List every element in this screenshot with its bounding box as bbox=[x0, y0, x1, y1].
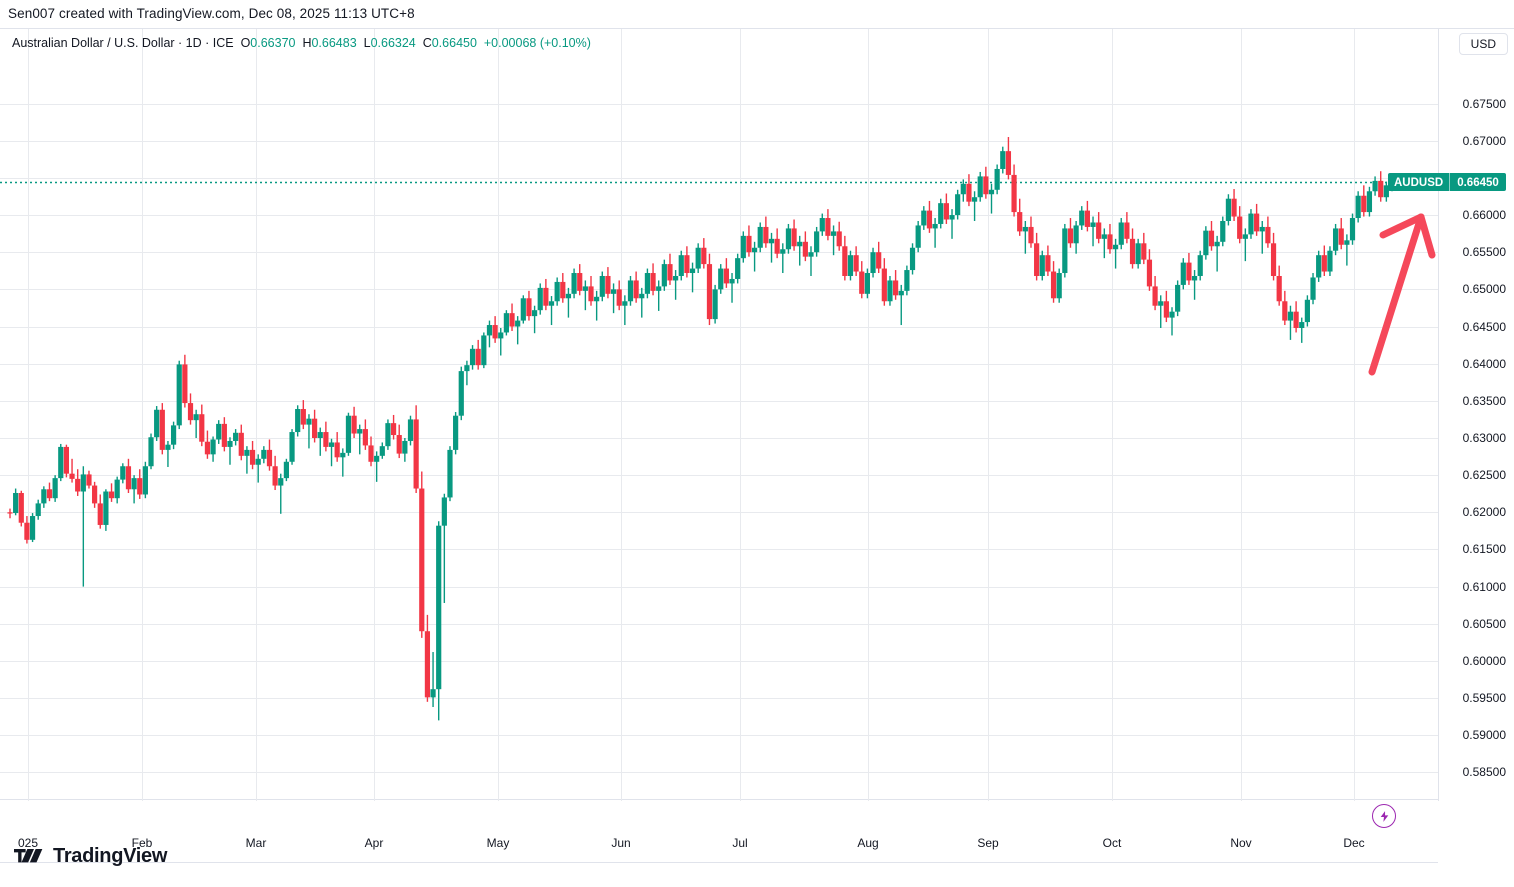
legend-gap-4 bbox=[477, 36, 484, 50]
legend-c-value: 0.66450 bbox=[431, 36, 477, 50]
price-tick: 0.67500 bbox=[1462, 96, 1506, 111]
price-tick: 0.63500 bbox=[1462, 393, 1506, 408]
price-tick: 0.64000 bbox=[1462, 356, 1506, 371]
time-tick: Nov bbox=[1230, 836, 1252, 850]
price-tick: 0.66000 bbox=[1462, 208, 1506, 223]
price-tick: 0.62500 bbox=[1462, 468, 1506, 483]
legend-h-label: H bbox=[302, 36, 312, 50]
price-tick: 0.65000 bbox=[1462, 282, 1506, 297]
attribution-text: Sen007 created with TradingView.com, Dec… bbox=[8, 6, 415, 21]
footer-branding: TradingView bbox=[14, 845, 167, 868]
price-scale[interactable]: USD 0.675000.670000.665000.660000.655000… bbox=[1438, 29, 1514, 801]
price-tick: 0.61500 bbox=[1462, 542, 1506, 557]
legend-separator-1: · bbox=[174, 36, 186, 50]
currency-badge[interactable]: USD bbox=[1458, 33, 1508, 55]
price-tick: 0.67000 bbox=[1462, 133, 1506, 148]
legend-l-value: 0.66324 bbox=[370, 36, 416, 50]
zap-icon[interactable] bbox=[1372, 804, 1396, 828]
last-price-value: 0.66450 bbox=[1449, 172, 1506, 191]
chart-gridlines bbox=[0, 29, 1438, 801]
legend-o-value: 0.66370 bbox=[250, 36, 296, 50]
price-tick: 0.63000 bbox=[1462, 431, 1506, 445]
legend-change-percent: (+0.10%) bbox=[539, 36, 591, 50]
legend-h-value: 0.66483 bbox=[311, 36, 357, 50]
price-tick: 0.61000 bbox=[1462, 579, 1506, 594]
legend-o-label: O bbox=[240, 36, 251, 50]
time-scale[interactable]: 025 Feb Mar Apr May Jun Jul Aug Sep Oct Nov Dec bbox=[0, 829, 1438, 863]
time-tick: Mar bbox=[245, 836, 267, 850]
legend-l-label: L bbox=[363, 36, 371, 50]
legend-gap-3 bbox=[416, 36, 423, 50]
legend-gap-0 bbox=[234, 36, 241, 50]
time-tick: 025 bbox=[17, 836, 39, 850]
price-tick: 0.64500 bbox=[1462, 319, 1506, 334]
last-price-badge[interactable]: AUDUSD 0.66450 bbox=[1388, 172, 1506, 191]
legend-exchange: ICE bbox=[212, 36, 234, 50]
price-tick: 0.60500 bbox=[1462, 616, 1506, 631]
time-tick: Feb bbox=[131, 836, 153, 850]
legend-symbol: Australian Dollar / U.S. Dollar bbox=[12, 36, 175, 50]
price-tick: 0.59500 bbox=[1462, 691, 1506, 706]
candlestick-series bbox=[7, 137, 1395, 721]
legend-separator-2: · bbox=[201, 36, 213, 50]
price-tick: 0.60000 bbox=[1462, 653, 1506, 668]
price-tick: 0.62000 bbox=[1462, 505, 1506, 520]
arrow-annotation[interactable] bbox=[0, 29, 1438, 801]
price-tick: 0.59000 bbox=[1462, 728, 1506, 743]
chart-plot-area[interactable] bbox=[0, 29, 1438, 801]
zap-glyph bbox=[1380, 810, 1388, 822]
legend-c-label: C bbox=[422, 36, 432, 50]
tradingview-wordmark: TradingView bbox=[53, 845, 168, 867]
legend-gap-2 bbox=[357, 36, 364, 50]
time-tick: Aug bbox=[857, 836, 879, 850]
chart-legend[interactable]: Australian Dollar / U.S. Dollar · 1D · I… bbox=[12, 35, 591, 51]
time-tick: Jul bbox=[732, 836, 748, 850]
time-tick: Dec bbox=[1343, 836, 1365, 850]
price-tick: 0.58500 bbox=[1462, 765, 1506, 780]
price-tick: 0.65500 bbox=[1462, 245, 1506, 260]
tradingview-logo-icon bbox=[14, 849, 43, 863]
time-tick: Apr bbox=[364, 836, 384, 850]
legend-interval: 1D bbox=[185, 36, 202, 50]
last-price-ticker: AUDUSD bbox=[1388, 172, 1450, 191]
time-tick: Oct bbox=[1102, 836, 1122, 850]
time-tick: May bbox=[486, 836, 510, 850]
time-tick: Jun bbox=[611, 836, 631, 850]
time-tick: Sep bbox=[977, 836, 999, 850]
legend-change: +0.00068 bbox=[483, 36, 537, 50]
chart-frame: AUDUSD 0.66450 USD 0.675000.670000.66500… bbox=[0, 28, 1514, 863]
